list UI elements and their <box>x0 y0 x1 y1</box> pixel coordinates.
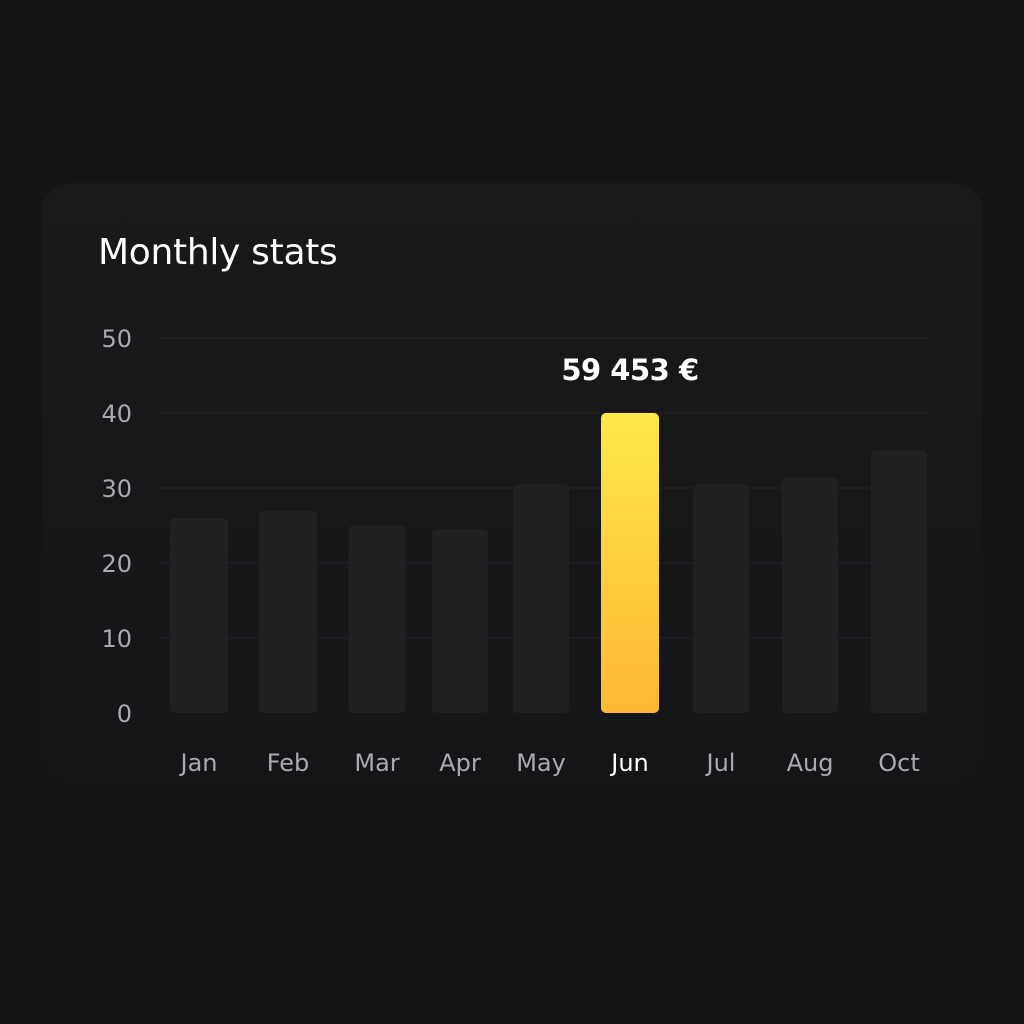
x-tick-label: Aug <box>787 749 834 777</box>
y-tick-label: 50 <box>101 325 132 353</box>
highlight-value-label: 59 453 € <box>561 353 698 387</box>
x-tick-label: May <box>516 749 566 777</box>
y-tick-label: 30 <box>101 475 132 503</box>
x-tick-label: Mar <box>354 749 399 777</box>
y-tick-label: 10 <box>101 625 132 653</box>
y-tick-label: 40 <box>101 400 132 428</box>
y-tick-label: 20 <box>101 550 132 578</box>
x-tick-label: Oct <box>878 749 920 777</box>
chart-title: Monthly stats <box>98 232 338 273</box>
x-tick-label: Jul <box>705 749 736 777</box>
bar[interactable] <box>348 525 406 714</box>
bar[interactable] <box>170 518 228 713</box>
bar[interactable] <box>259 510 317 714</box>
x-tick-label: Jan <box>179 749 218 777</box>
bar[interactable] <box>782 476 838 713</box>
x-tick-label: Feb <box>267 749 310 777</box>
bar[interactable] <box>513 484 569 713</box>
bar[interactable] <box>871 450 927 714</box>
y-tick-label: 0 <box>117 700 132 728</box>
bar[interactable] <box>432 529 488 713</box>
bar[interactable] <box>693 484 749 713</box>
x-tick-label: Jun <box>609 749 649 777</box>
x-tick-label: Apr <box>439 749 481 777</box>
bar-highlighted[interactable] <box>601 413 659 713</box>
